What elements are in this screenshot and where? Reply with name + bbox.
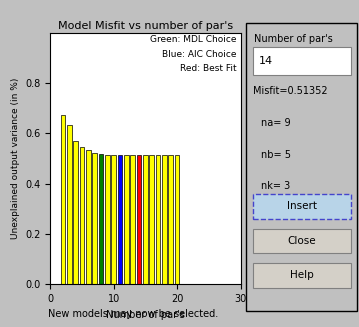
Text: Close: Close [287, 236, 316, 246]
Bar [124, 155, 129, 284]
Title: Model Misfit vs number of par's: Model Misfit vs number of par's [58, 21, 233, 30]
Text: 14: 14 [259, 56, 274, 66]
Bar [99, 154, 103, 284]
Text: Insert: Insert [286, 201, 317, 211]
Bar [67, 125, 72, 284]
Bar [73, 141, 78, 284]
Bar [130, 155, 135, 284]
Text: Number of par's: Number of par's [254, 34, 332, 44]
Bar [162, 155, 167, 284]
Text: Green: MDL Choice
Blue: AIC Choice
Red: Best Fit: Green: MDL Choice Blue: AIC Choice Red: … [150, 35, 237, 74]
Bar [61, 115, 65, 284]
Bar [149, 155, 154, 284]
Text: Help: Help [290, 270, 313, 280]
Bar [80, 147, 84, 284]
Text: na= 9: na= 9 [261, 118, 291, 128]
Text: New models may now be selected.: New models may now be selected. [48, 309, 218, 319]
Text: nb= 5: nb= 5 [261, 149, 292, 160]
Bar [118, 155, 122, 284]
Bar [137, 155, 141, 284]
Bar [111, 155, 116, 284]
X-axis label: Number of par's: Number of par's [106, 310, 185, 320]
Text: Misfit=0.51352: Misfit=0.51352 [253, 86, 327, 96]
Bar [156, 155, 160, 284]
Bar [175, 155, 180, 284]
Bar [105, 155, 110, 284]
Bar [143, 155, 148, 284]
Y-axis label: Unexplained output variance (in %): Unexplained output variance (in %) [11, 78, 20, 239]
Bar [86, 150, 91, 284]
Bar [92, 153, 97, 284]
Text: nk= 3: nk= 3 [261, 181, 291, 191]
Bar [168, 155, 173, 284]
